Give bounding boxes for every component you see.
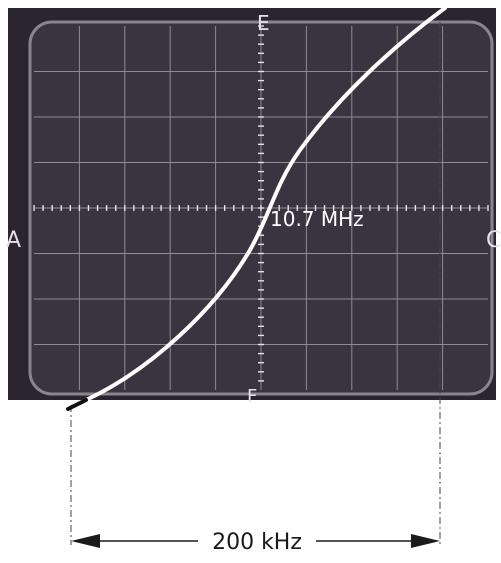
- edge-letter-left: A: [6, 228, 21, 253]
- graticule-center-ticks: [33, 25, 489, 382]
- span-arrowhead-right: [411, 534, 440, 548]
- span-arrowhead-left: [71, 534, 100, 548]
- span-label: 200 kHz: [212, 530, 302, 555]
- trace-lower-tail: [66, 398, 88, 411]
- s-curve-trace: [84, 6, 447, 402]
- center-frequency-label: 10.7 MHz: [270, 207, 364, 231]
- edge-letter-bottom: F: [247, 386, 257, 407]
- edge-letter-right: C: [486, 228, 501, 253]
- edge-letter-top: E: [257, 11, 270, 35]
